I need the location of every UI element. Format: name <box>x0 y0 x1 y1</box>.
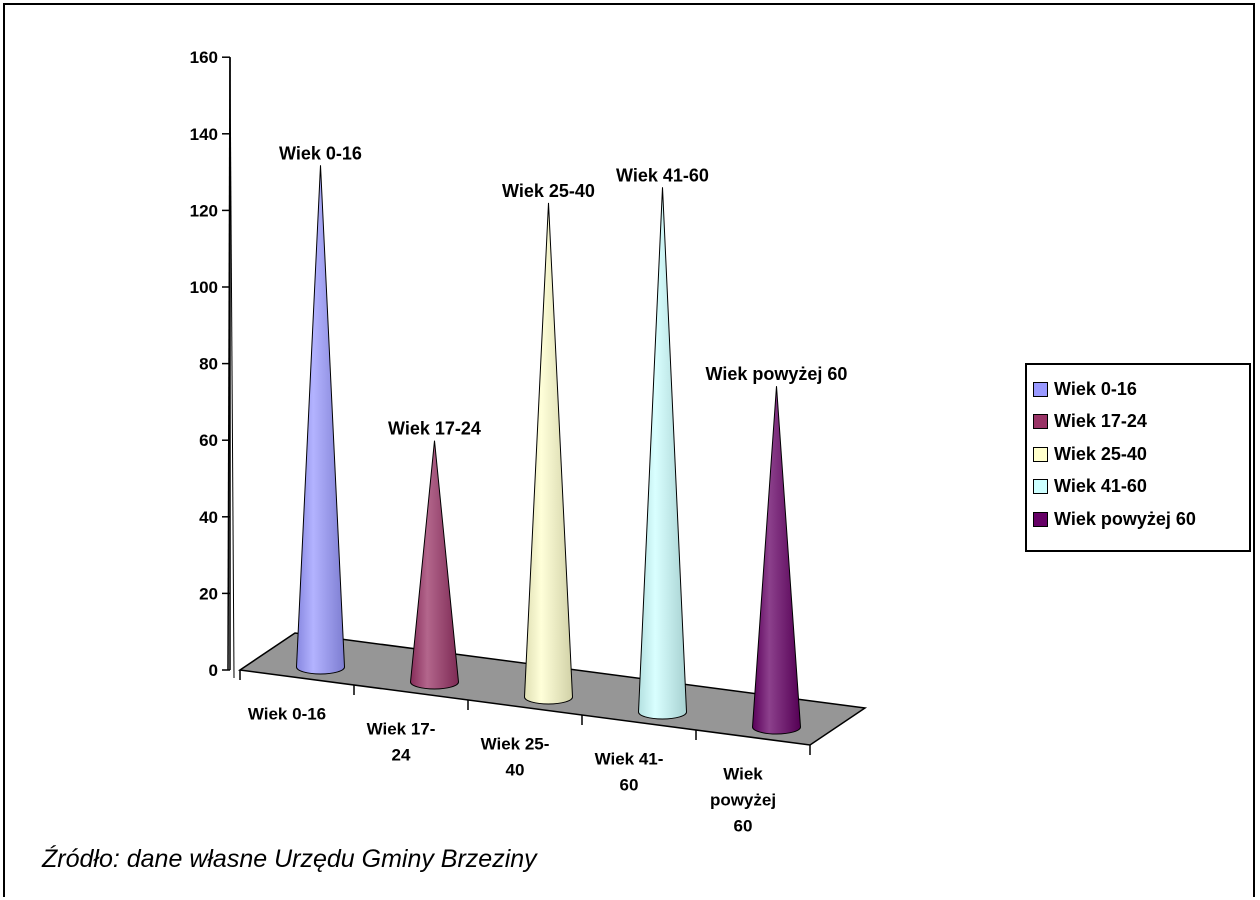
cone-bar <box>295 165 346 675</box>
cone-layer <box>295 165 802 735</box>
x-axis: Wiek 0-16 Wiek 17-24 Wiek 25-40 Wiek 41-60 W… <box>239 670 811 836</box>
legend-swatch <box>1033 479 1048 495</box>
x-tick-label: Wiek 41-60 <box>595 750 664 795</box>
y-tick-label: 140 <box>190 125 218 144</box>
legend-label: Wiek 0-16 <box>1054 378 1137 399</box>
cone-bar <box>409 440 460 690</box>
data-label: Wiek powyżej 60 <box>706 364 848 384</box>
x-tick-label: Wiek 25-40 <box>481 735 550 780</box>
legend-label: Wiek 25-40 <box>1054 443 1147 464</box>
cone-bar <box>637 187 688 720</box>
x-tick-label: Wiek 0-16 <box>248 705 326 724</box>
legend-label: Wiek powyżej 60 <box>1054 508 1196 529</box>
legend-item: Wiek 0-16 <box>1033 373 1249 406</box>
y-tick-label: 160 <box>190 48 218 67</box>
legend-swatch <box>1033 414 1048 430</box>
cone-bar <box>751 386 802 735</box>
chart-frame <box>3 3 1255 897</box>
data-label-layer: Wiek 0-16 Wiek 17-24 Wiek 25-40 Wiek 41-60 W… <box>279 143 847 438</box>
y-tick-label: 60 <box>199 431 218 450</box>
legend-item: Wiek 41-60 <box>1033 471 1249 504</box>
legend-item: Wiek powyżej 60 <box>1033 503 1249 536</box>
legend-item: Wiek 25-40 <box>1033 438 1249 471</box>
data-label: Wiek 25-40 <box>502 181 595 201</box>
data-label: Wiek 17-24 <box>388 419 481 439</box>
data-label: Wiek 0-16 <box>279 143 362 163</box>
legend-swatch <box>1033 511 1048 527</box>
legend-swatch <box>1033 446 1048 462</box>
legend-label: Wiek 17-24 <box>1054 411 1147 432</box>
legend-item: Wiek 17-24 <box>1033 406 1249 439</box>
data-label: Wiek 41-60 <box>616 165 709 185</box>
y-tick-label: 80 <box>199 355 218 374</box>
source-note: Źródło: dane własne Urzędu Gminy Brzezin… <box>42 845 537 873</box>
y-tick-label: 0 <box>209 661 218 680</box>
y-tick-label: 20 <box>199 584 218 603</box>
y-tick-label: 100 <box>190 278 218 297</box>
x-tick-label: Wiek powyżej 60 <box>710 765 776 836</box>
y-tick-label: 40 <box>199 508 218 527</box>
legend-label: Wiek 41-60 <box>1054 476 1147 497</box>
y-tick-label: 120 <box>190 201 218 220</box>
cone-bar <box>523 202 574 705</box>
legend-swatch <box>1033 381 1048 397</box>
legend: Wiek 0-16 Wiek 17-24 Wiek 25-40 Wiek 41-60 W… <box>1025 363 1251 552</box>
x-tick-label: Wiek 17-24 <box>367 720 436 765</box>
y-axis: 0 20 40 60 80 100 120 140 160 <box>190 48 235 680</box>
